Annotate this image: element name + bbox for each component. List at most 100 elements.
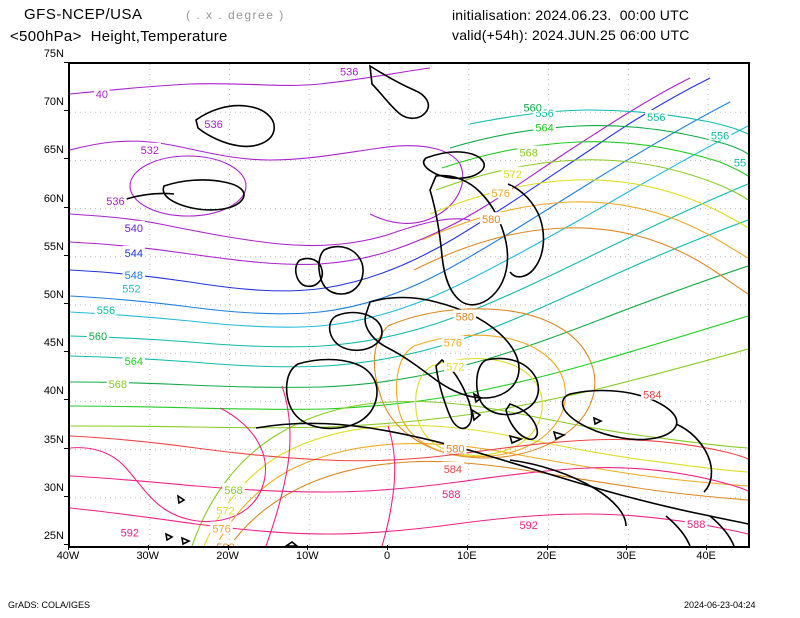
contour-label-halo: [122, 268, 146, 281]
lat-tick-mark: [64, 254, 69, 256]
lat-tick-35N: 35N: [43, 433, 64, 446]
lat-tick-mark: [64, 110, 69, 112]
contour-label-halo: [645, 110, 668, 123]
coast-scandinavia: [429, 174, 509, 306]
contour-label-536-3: 536: [106, 196, 124, 208]
contour-540-north: [70, 67, 431, 95]
contour-label-halo: [479, 212, 503, 225]
lon-tick-40W: 40W: [56, 550, 80, 562]
contour-588: [70, 467, 748, 493]
contour-label-halo: [214, 539, 237, 546]
contour-label-584-30: 584: [643, 390, 661, 402]
coast-italy: [435, 358, 473, 430]
contour-label-572-13: 572: [216, 505, 234, 517]
coast-cyprus: [592, 416, 603, 426]
contour-label-580-26: 580: [482, 214, 500, 226]
contour-label-halo: [222, 483, 245, 496]
height-contours: [70, 67, 748, 546]
contour-label-576-25: 576: [492, 188, 510, 200]
lat-tick-60N: 60N: [43, 192, 64, 205]
lat-tick-40N: 40N: [43, 385, 64, 398]
contour-label-halo: [444, 359, 467, 372]
coast-iceland: [195, 104, 275, 148]
grid-resolution-note: ( . x . degree ): [186, 8, 285, 22]
lat-tick-65N: 65N: [43, 144, 64, 157]
lat-tick-mark: [64, 303, 69, 304]
lon-tick-mark: [626, 545, 628, 550]
contour-label-halo: [202, 116, 225, 129]
contour-label-halo: [120, 281, 143, 294]
contour-label-544-5: 544: [125, 248, 143, 260]
contour-label-halo: [444, 441, 467, 454]
contour-label-halo: [641, 387, 664, 400]
contour-label-540-4: 540: [125, 223, 143, 235]
contour-label-halo: [517, 145, 540, 158]
coastline-overlay: [111, 64, 748, 546]
contour-label-536-1: 536: [204, 119, 222, 131]
contour-label-576-28: 576: [444, 338, 462, 350]
contour-584: [70, 435, 748, 462]
lon-tick-mark: [706, 545, 708, 550]
lon-tick-40E: 40E: [696, 550, 716, 562]
contour-label-halo: [94, 302, 118, 315]
contour-568-scandinavia: [435, 159, 748, 201]
lat-tick-mark: [64, 495, 69, 497]
contour-label-556-19: 556: [711, 130, 729, 142]
contour-label-halo: [533, 120, 556, 133]
coast-sicily: [508, 434, 524, 445]
contour-label-580-27: 580: [456, 312, 474, 324]
contour-label-halo: [521, 100, 544, 113]
contour-544: [70, 77, 711, 292]
contour-592-atlantic: [381, 425, 396, 546]
contour-564: [70, 315, 748, 410]
lat-tick-mark: [64, 62, 69, 63]
lon-tick-mark: [546, 545, 548, 550]
coast-levant: [675, 423, 713, 493]
lat-tick-45N: 45N: [43, 337, 64, 350]
coast-greece: [505, 403, 539, 441]
contour-label-halo: [440, 486, 463, 499]
contour-532-closed-low: [129, 155, 247, 217]
contour-label-564-22: 564: [535, 123, 553, 135]
lat-tick-75N: 75N: [43, 48, 64, 60]
lon-tick-mark: [147, 545, 149, 550]
contour-label-55-20: 55: [734, 157, 746, 169]
contour-label-584-32: 584: [444, 464, 462, 476]
coast-red-sea-west: [665, 515, 691, 546]
contour-564-scandinavia: [441, 141, 748, 177]
lat-tick-mark: [64, 206, 69, 208]
contour-588-atlantic: [265, 385, 291, 546]
contour-568: [70, 348, 748, 429]
lon-tick-0: 0: [383, 550, 391, 562]
coast-turkey: [561, 389, 678, 441]
contour-label-588-33: 588: [442, 489, 460, 501]
lon-tick-10W: 10W: [295, 550, 319, 562]
coast-corsica: [472, 392, 483, 404]
contour-label-halo: [122, 220, 146, 233]
coast-iberia: [285, 358, 378, 430]
contour-label-552-7: 552: [122, 284, 140, 296]
lat-tick-55N: 55N: [43, 240, 64, 253]
contour-label-halo: [118, 525, 142, 538]
coast-madeira: [176, 494, 186, 505]
coast-sardinia: [470, 408, 482, 422]
coast-canaries-2: [180, 536, 191, 546]
contour-548: [70, 101, 731, 315]
contour-label-580-31: 580: [446, 444, 464, 456]
contour-label-halo: [86, 328, 110, 341]
contour-label-580-15: 580: [216, 542, 234, 546]
lat-tick-25N: 25N: [43, 530, 64, 542]
contour-value-labels: 40 536 532 536 540 544 548 552 556 560 564 568 568 57…: [86, 64, 748, 546]
coast-finland: [507, 183, 545, 278]
contour-label-halo: [708, 128, 732, 141]
lat-tick-mark: [64, 158, 69, 160]
coast-cape-verde: [284, 541, 299, 546]
model-title: GFS-NCEP/USA: [24, 6, 143, 23]
contour-592-sw-loop: [70, 407, 267, 523]
contour-label-halo: [94, 86, 110, 99]
contour-label-568-12: 568: [224, 485, 242, 497]
valid-time: valid(+54h): 2024.JUN.25 06:00 UTC: [452, 27, 690, 43]
coast-scandinavia-north: [422, 151, 485, 180]
render-timestamp: 2024-06-23-04:24: [684, 600, 756, 610]
